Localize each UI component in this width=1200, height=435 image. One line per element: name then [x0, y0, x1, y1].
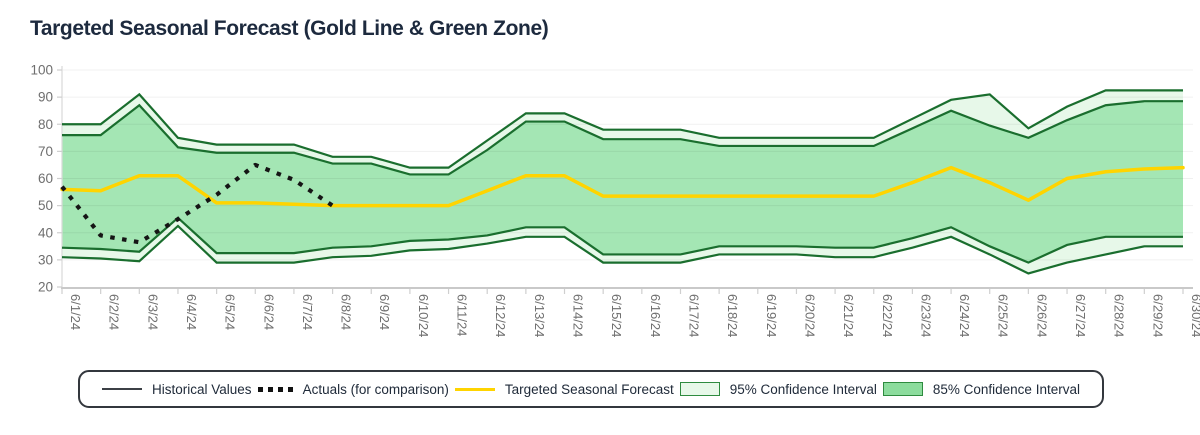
y-tick-label: 30 — [38, 252, 53, 267]
ci95-swatch-icon — [679, 382, 720, 396]
x-tick-label: 6/16/24 — [648, 294, 663, 337]
band-edge — [62, 100, 1183, 176]
x-tick-label: 6/5/24 — [223, 294, 238, 330]
legend-label: 85% Confidence Interval — [932, 381, 1080, 397]
y-tick-label: 20 — [38, 280, 53, 295]
x-tick-label: 6/25/24 — [996, 294, 1011, 337]
page-title: Targeted Seasonal Forecast (Gold Line & … — [30, 17, 549, 40]
y-tick-label: 90 — [38, 90, 53, 105]
x-tick-label: 6/13/24 — [532, 294, 547, 337]
y-tick-label: 50 — [38, 198, 53, 213]
x-tick-label: 6/28/24 — [1112, 294, 1127, 337]
x-tick-label: 6/26/24 — [1034, 294, 1049, 337]
x-tick-label: 6/29/24 — [1150, 294, 1165, 337]
y-axis-labels: 100 90 80 70 60 50 40 30 20 — [30, 63, 62, 295]
x-tick-label: 6/9/24 — [377, 294, 392, 330]
x-tick-label: 6/15/24 — [609, 294, 624, 337]
x-tick-label: 6/21/24 — [841, 294, 856, 337]
band-85 — [62, 101, 1183, 263]
legend-label: Actuals (for comparison) — [302, 381, 449, 397]
historical-line-swatch-icon — [102, 388, 142, 390]
x-tick-label: 6/8/24 — [339, 294, 354, 330]
gold-line-swatch-icon — [454, 387, 495, 391]
band-edge — [62, 89, 1183, 169]
ci85-swatch-icon — [882, 382, 923, 396]
actuals-line — [60, 162, 334, 245]
x-tick-label: 6/22/24 — [880, 294, 895, 337]
dotted-line-swatch-icon — [257, 386, 293, 392]
legend-label: Targeted Seasonal Forecast — [504, 381, 674, 397]
x-tick-label: 6/12/24 — [493, 294, 508, 337]
x-tick-label: 6/24/24 — [957, 294, 972, 337]
legend-label: 95% Confidence Interval — [729, 381, 877, 397]
x-tick-label: 6/6/24 — [261, 294, 276, 330]
legend-item-actuals: Actuals (for comparison) — [257, 381, 449, 397]
legend-item-forecast: Targeted Seasonal Forecast — [454, 381, 674, 397]
x-tick-label: 6/14/24 — [571, 294, 586, 337]
x-tick-label: 6/2/24 — [107, 294, 122, 330]
x-tick-label: 6/17/24 — [686, 294, 701, 337]
legend-label: Historical Values — [152, 381, 252, 397]
legend-item-ci85: 85% Confidence Interval — [882, 381, 1080, 397]
y-tick-label: 100 — [30, 63, 53, 78]
y-tick-label: 40 — [38, 225, 53, 240]
chart-canvas: 100 90 80 70 60 50 40 30 20 6/1/24 6/2/24 6/3/24 6/4… — [30, 63, 1200, 338]
x-tick-label: 6/7/24 — [300, 294, 315, 330]
x-axis-labels: 6/1/24 6/2/24 6/3/24 6/4/24 6/5/24 6/6/24 6/7/… — [61, 289, 1200, 337]
x-tick-label: 6/20/24 — [802, 294, 817, 337]
x-tick-label: 6/4/24 — [184, 294, 199, 330]
band-edge — [61, 216, 1183, 264]
x-tick-label: 6/1/24 — [68, 294, 83, 330]
forecast-chart: 100 90 80 70 60 50 40 30 20 6/1/24 6/2/24 6/3/24 6/4… — [30, 63, 1200, 338]
x-tick-label: 6/3/24 — [145, 294, 160, 330]
legend-item-historical: Historical Values — [102, 382, 252, 397]
x-tick-label: 6/11/24 — [455, 294, 470, 336]
band-edge — [61, 224, 1183, 275]
x-tick-label: 6/19/24 — [764, 294, 779, 337]
y-tick-label: 60 — [38, 171, 53, 186]
x-tick-label: 6/23/24 — [918, 294, 933, 337]
y-tick-label: 80 — [38, 117, 53, 132]
chart-legend: Historical Values Actuals (for compariso… — [78, 370, 1104, 408]
x-tick-label: 6/10/24 — [416, 294, 431, 337]
x-tick-label: 6/18/24 — [725, 294, 740, 337]
y-tick-label: 70 — [38, 144, 53, 159]
x-tick-label: 6/27/24 — [1073, 294, 1088, 337]
legend-item-ci95: 95% Confidence Interval — [679, 381, 877, 397]
forecast-line — [60, 165, 1185, 208]
x-tick-label: 6/30/24 — [1189, 294, 1200, 337]
gridlines — [62, 69, 1193, 261]
